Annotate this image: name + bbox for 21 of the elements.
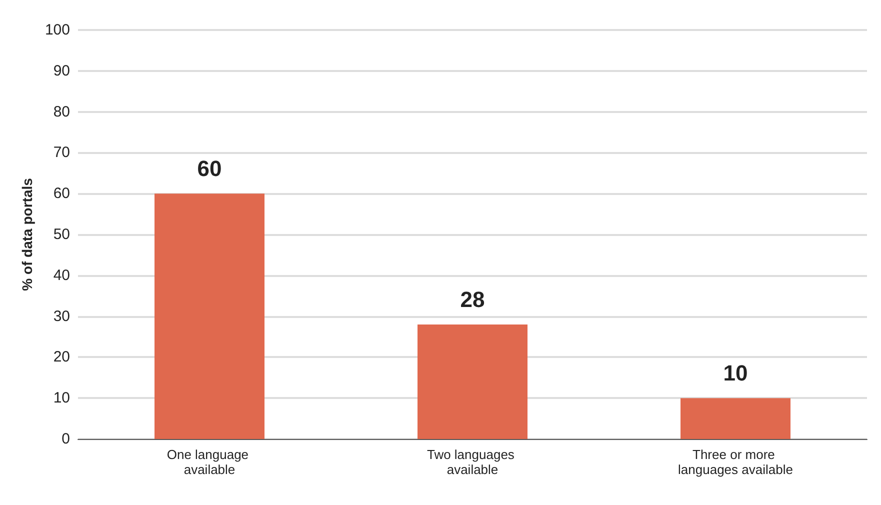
y-tick-label: 70 — [53, 144, 70, 162]
y-tick-label: 50 — [53, 226, 70, 243]
y-tick-label: 20 — [53, 348, 70, 366]
y-tick-label: 30 — [53, 308, 70, 325]
bar — [154, 194, 264, 439]
y-tick-label: 0 — [62, 430, 70, 448]
y-tick-label: 10 — [53, 390, 70, 407]
y-tick-label: 60 — [53, 185, 70, 202]
x-tick-label: Three or more languages available — [678, 447, 793, 477]
x-tick-label: One language available — [166, 447, 252, 477]
bar — [680, 398, 790, 439]
y-tick-label: 40 — [53, 266, 70, 284]
y-tick-label: 80 — [53, 103, 70, 120]
y-tick-label: 100 — [44, 22, 70, 38]
data-label: 60 — [197, 156, 222, 182]
bar — [418, 324, 528, 439]
x-tick-label: Two languages available — [426, 447, 518, 477]
data-label: 28 — [460, 286, 485, 312]
y-tick-label: 90 — [53, 62, 70, 80]
y-axis-title: % of data portals — [19, 178, 35, 291]
data-label: 10 — [723, 360, 748, 386]
